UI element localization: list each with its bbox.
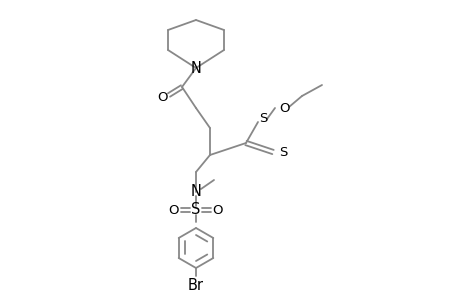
Text: O: O — [168, 203, 179, 217]
Text: S: S — [258, 112, 267, 125]
Text: S: S — [278, 146, 286, 158]
Text: N: N — [190, 184, 201, 200]
Text: O: O — [279, 101, 290, 115]
Text: N: N — [190, 61, 201, 76]
Text: O: O — [212, 203, 223, 217]
Text: Br: Br — [188, 278, 203, 293]
Text: O: O — [157, 91, 168, 103]
Text: S: S — [191, 202, 200, 217]
